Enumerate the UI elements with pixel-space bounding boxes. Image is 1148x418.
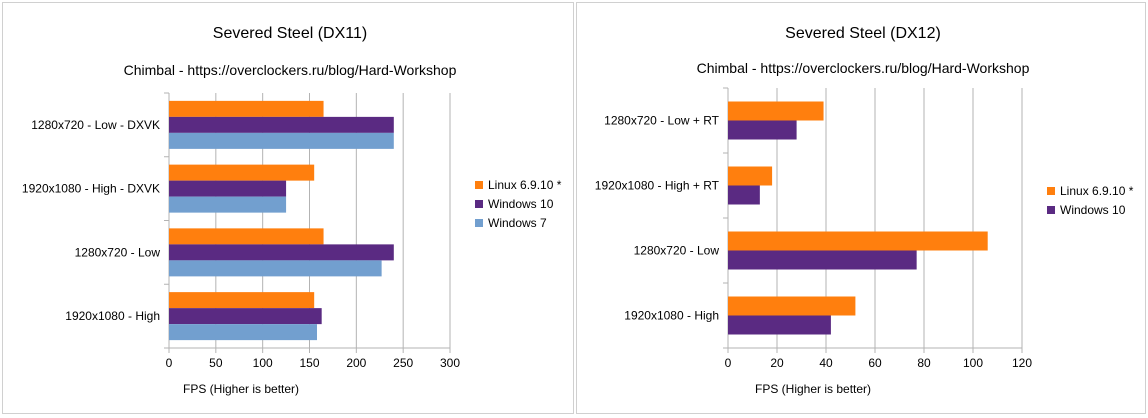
- legend-label: Windows 10: [488, 197, 554, 211]
- bar-windows-7: [169, 132, 394, 149]
- bar-linux-6-9-10: [728, 166, 773, 186]
- bar-linux-6-9-10: [169, 164, 315, 181]
- legend-swatch: [475, 200, 483, 208]
- x-tick-label: 150: [299, 356, 319, 370]
- bar-linux-6-9-10: [728, 231, 988, 251]
- x-tick-label: 20: [770, 356, 784, 370]
- chart-subtitle: Chimbal - https://overclockers.ru/blog/H…: [697, 60, 1030, 76]
- legend-swatch: [1047, 206, 1055, 214]
- bar-linux-6-9-10: [169, 100, 324, 117]
- x-tick-label: 250: [393, 356, 413, 370]
- bar-windows-7: [169, 260, 382, 277]
- bar-linux-6-9-10: [728, 101, 824, 121]
- category-label: 1280x720 - Low - DXVK: [31, 118, 160, 132]
- bar-windows-10: [728, 120, 797, 140]
- category-label: 1280x720 - Low: [75, 245, 161, 259]
- bar-windows-10: [169, 244, 394, 261]
- category-label: 1920x1080 - High: [624, 309, 719, 323]
- category-label: 1920x1080 - High: [65, 309, 160, 323]
- x-tick-label: 0: [166, 356, 173, 370]
- x-tick-label: 0: [725, 356, 732, 370]
- bar-windows-10: [728, 250, 917, 270]
- legend-label: Windows 10: [1060, 203, 1126, 217]
- bar-linux-6-9-10: [728, 296, 856, 316]
- bar-windows-10: [169, 116, 394, 133]
- category-label: 1280x720 - Low + RT: [604, 114, 720, 128]
- bar-windows-7: [169, 196, 287, 213]
- chart-subtitle: Chimbal - https://overclockers.ru/blog/H…: [124, 62, 457, 78]
- chart-panel-dx12: Severed Steel (DX12) Chimbal - https://o…: [576, 2, 1146, 414]
- legend-label: Windows 7: [488, 216, 547, 230]
- bar-windows-10: [728, 185, 760, 205]
- chart-title: Severed Steel (DX12): [785, 25, 941, 42]
- bar-windows-10: [169, 180, 287, 197]
- x-tick-label: 120: [1012, 356, 1032, 370]
- category-label: 1280x720 - Low: [634, 244, 720, 258]
- bar-linux-6-9-10: [169, 228, 324, 245]
- x-axis-label: FPS (Higher is better): [183, 382, 299, 396]
- chart-dx12: Severed Steel (DX12) Chimbal - https://o…: [595, 25, 1134, 396]
- x-tick-label: 100: [963, 356, 983, 370]
- legend-swatch: [475, 181, 483, 189]
- chart-panel-dx11: Severed Steel (DX11) Chimbal - https://o…: [2, 2, 574, 414]
- bar-windows-10: [728, 315, 831, 335]
- x-tick-label: 60: [868, 356, 882, 370]
- x-tick-label: 40: [819, 356, 833, 370]
- x-tick-label: 80: [917, 356, 931, 370]
- x-axis-label: FPS (Higher is better): [755, 382, 871, 396]
- legend-swatch: [1047, 187, 1055, 195]
- legend-label: Linux 6.9.10 *: [488, 178, 562, 192]
- bar-windows-10: [169, 308, 322, 325]
- category-label: 1920x1080 - High + RT: [595, 179, 720, 193]
- x-tick-label: 200: [346, 356, 366, 370]
- x-tick-label: 50: [209, 356, 223, 370]
- chart-dx11: Severed Steel (DX11) Chimbal - https://o…: [22, 25, 562, 396]
- bar-linux-6-9-10: [169, 292, 315, 309]
- chart-title: Severed Steel (DX11): [213, 25, 367, 42]
- x-tick-label: 300: [440, 356, 460, 370]
- legend-label: Linux 6.9.10 *: [1060, 184, 1134, 198]
- x-tick-label: 100: [253, 356, 273, 370]
- legend-swatch: [475, 219, 483, 227]
- bar-windows-7: [169, 324, 317, 341]
- category-label: 1920x1080 - High - DXVK: [22, 182, 160, 196]
